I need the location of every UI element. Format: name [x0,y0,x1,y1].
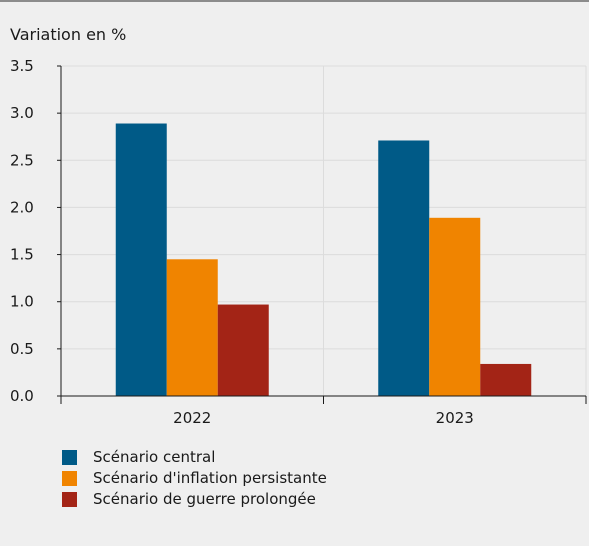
bar [378,140,430,396]
bar [217,304,269,396]
legend-item: Scénario central [62,448,327,466]
bar [480,363,532,396]
axes [57,65,587,404]
tick-labels: 0.0 0.5 1.0 1.5 2.0 2.5 3.0 3.5 2022 2023 [10,57,474,427]
bar-chart: Variation en % 0.0 0.5 1.0 1.5 2.0 2.5 3.0 3.5 2… [10,25,587,427]
legend-swatch [62,470,77,486]
y-tick-label: 3.5 [10,57,34,75]
x-tick-label: 2023 [436,409,474,427]
y-tick-label: 0.5 [10,340,34,358]
y-tick-label: 1.5 [10,246,34,264]
legend: Scénario central Scénario d'inflation per… [62,448,327,508]
x-tick-label: 2022 [173,409,211,427]
bar [166,259,218,396]
y-tick-label: 2.0 [10,198,34,216]
legend-label: Scénario d'inflation persistante [93,469,327,487]
y-axis-label: Variation en % [10,25,126,44]
bars [115,123,532,396]
bar [115,123,167,396]
y-tick-label: 0.0 [10,387,34,405]
legend-label: Scénario central [93,448,216,466]
legend-swatch [62,449,77,465]
legend-label: Scénario de guerre prolongée [93,490,316,508]
y-tick-label: 2.5 [10,151,34,169]
legend-item: Scénario d'inflation persistante [62,469,327,487]
legend-swatch [62,491,77,507]
y-tick-label: 3.0 [10,104,34,122]
y-tick-label: 1.0 [10,293,34,311]
bar [429,217,481,396]
legend-item: Scénario de guerre prolongée [62,490,327,508]
